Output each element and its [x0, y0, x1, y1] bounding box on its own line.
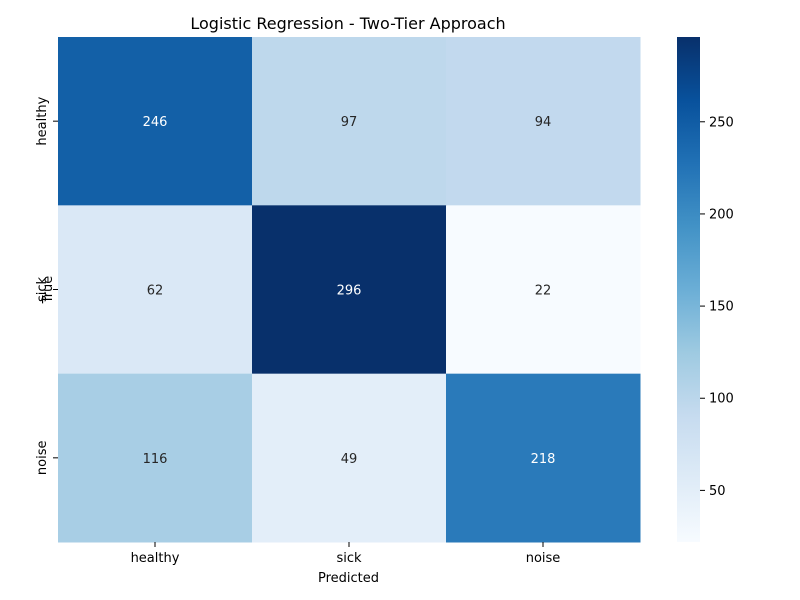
colorbar: 50 100 150 200 250 — [677, 37, 734, 542]
x-axis: healthy sick noise — [131, 542, 561, 566]
heatmap-cell — [252, 37, 447, 206]
cell-value-label: 97 — [341, 115, 358, 130]
heatmap-cell — [58, 373, 253, 543]
x-tick-label: sick — [336, 551, 362, 566]
colorbar-tick-label: 50 — [709, 484, 726, 499]
heatmap-cell — [58, 37, 253, 206]
y-axis-label: True — [41, 276, 56, 305]
y-tick-label: healthy — [35, 96, 50, 145]
colorbar-tick-label: 200 — [709, 207, 734, 222]
heatmap-cell — [252, 205, 447, 375]
cell-value-label: 94 — [535, 115, 552, 130]
x-tick-label: noise — [526, 551, 561, 566]
cell-value-label: 296 — [337, 284, 362, 299]
y-tick-label: noise — [35, 441, 50, 476]
heatmap-cell — [446, 373, 641, 543]
colorbar-tick-label: 150 — [709, 300, 734, 315]
cell-value-label: 22 — [535, 284, 552, 299]
y-axis: healthy sick noise — [35, 96, 58, 475]
colorbar-gradient — [677, 37, 700, 542]
cell-value-label: 62 — [147, 284, 164, 299]
x-axis-label: Predicted — [318, 571, 379, 586]
x-tick-label: healthy — [131, 551, 180, 566]
cell-value-label: 218 — [531, 452, 556, 467]
heatmap-cells: 246 97 94 62 296 22 116 49 218 — [58, 37, 641, 543]
cell-value-label: 49 — [341, 452, 358, 467]
cell-value-label: 116 — [143, 452, 168, 467]
heatmap-cell — [446, 205, 641, 375]
cell-value-label: 246 — [143, 115, 168, 130]
heatmap-cell — [446, 37, 641, 206]
heatmap-cell — [58, 205, 253, 375]
chart-title: Logistic Regression - Two-Tier Approach — [190, 14, 505, 33]
colorbar-tick-label: 250 — [709, 115, 734, 130]
y-tick-label: sick — [35, 276, 50, 302]
heatmap-cell — [252, 373, 447, 543]
colorbar-tick-label: 100 — [709, 392, 734, 407]
